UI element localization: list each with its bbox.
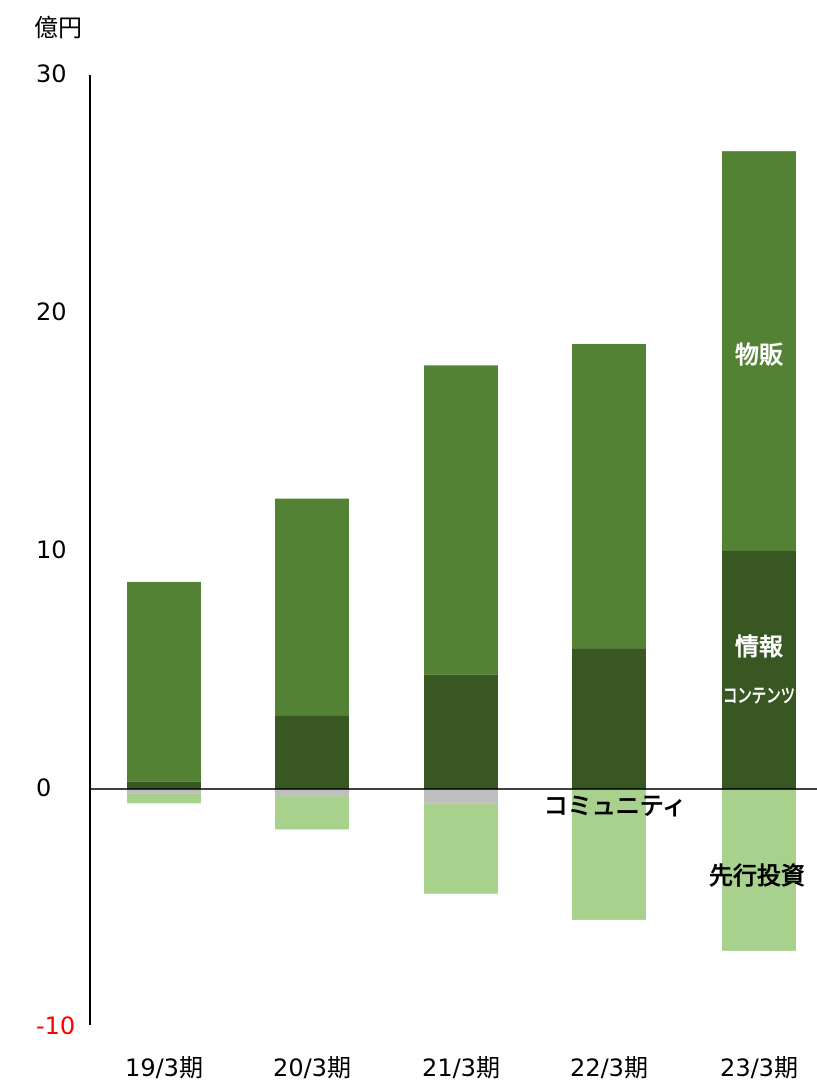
x-category-labels: 19/3期 20/3期 21/3期 22/3期 23/3期 — [125, 1054, 798, 1082]
x-category-label: 19/3期 — [125, 1054, 203, 1082]
bar-segment-3-1 — [127, 789, 201, 794]
label-butsuhan: 物販 — [735, 341, 784, 369]
bar-segment-1-2 — [275, 715, 349, 789]
bar-segment-4-5 — [722, 789, 796, 951]
bar-segment-1-4 — [572, 648, 646, 789]
y-tick-label: -10 — [36, 1012, 75, 1040]
y-tick-label: 20 — [36, 298, 67, 326]
y-tick-label: 10 — [36, 536, 67, 564]
bar-segment-3-3 — [424, 789, 498, 804]
bar-segment-1-5 — [722, 551, 796, 789]
x-category-label: 22/3期 — [570, 1054, 648, 1082]
y-axis-unit-label: 億円 — [34, 14, 82, 42]
x-category-label: 23/3期 — [720, 1054, 798, 1082]
bar-segment-2-3 — [424, 365, 498, 675]
bar-segment-1-1 — [127, 781, 201, 789]
y-tick-label: 30 — [36, 60, 67, 88]
y-tick-labels: 30 20 10 0 -10 — [36, 60, 75, 1040]
bar-segment-4-1 — [127, 793, 201, 804]
bar-segment-1-3 — [424, 674, 498, 789]
label-investment: 先行投資 — [709, 862, 805, 890]
bar-segment-2-4 — [572, 343, 646, 649]
bar-segment-3-2 — [275, 789, 349, 797]
bar-segment-4-4 — [572, 789, 646, 920]
y-tick-label: 0 — [36, 774, 51, 802]
bar-segment-2-1 — [127, 581, 201, 782]
bar-segment-2-2 — [275, 498, 349, 716]
bar-segment-2-5 — [722, 151, 796, 551]
label-joho-line1: 情報 — [735, 633, 784, 661]
bar-segment-4-2 — [275, 796, 349, 830]
label-joho-line2: コンテンツ — [723, 685, 795, 707]
x-category-label: 20/3期 — [273, 1054, 351, 1082]
x-category-label: 21/3期 — [422, 1054, 500, 1082]
bar-segment-4-3 — [424, 803, 498, 894]
bars-layer — [127, 151, 796, 951]
label-community: コミュニティ — [544, 792, 687, 820]
